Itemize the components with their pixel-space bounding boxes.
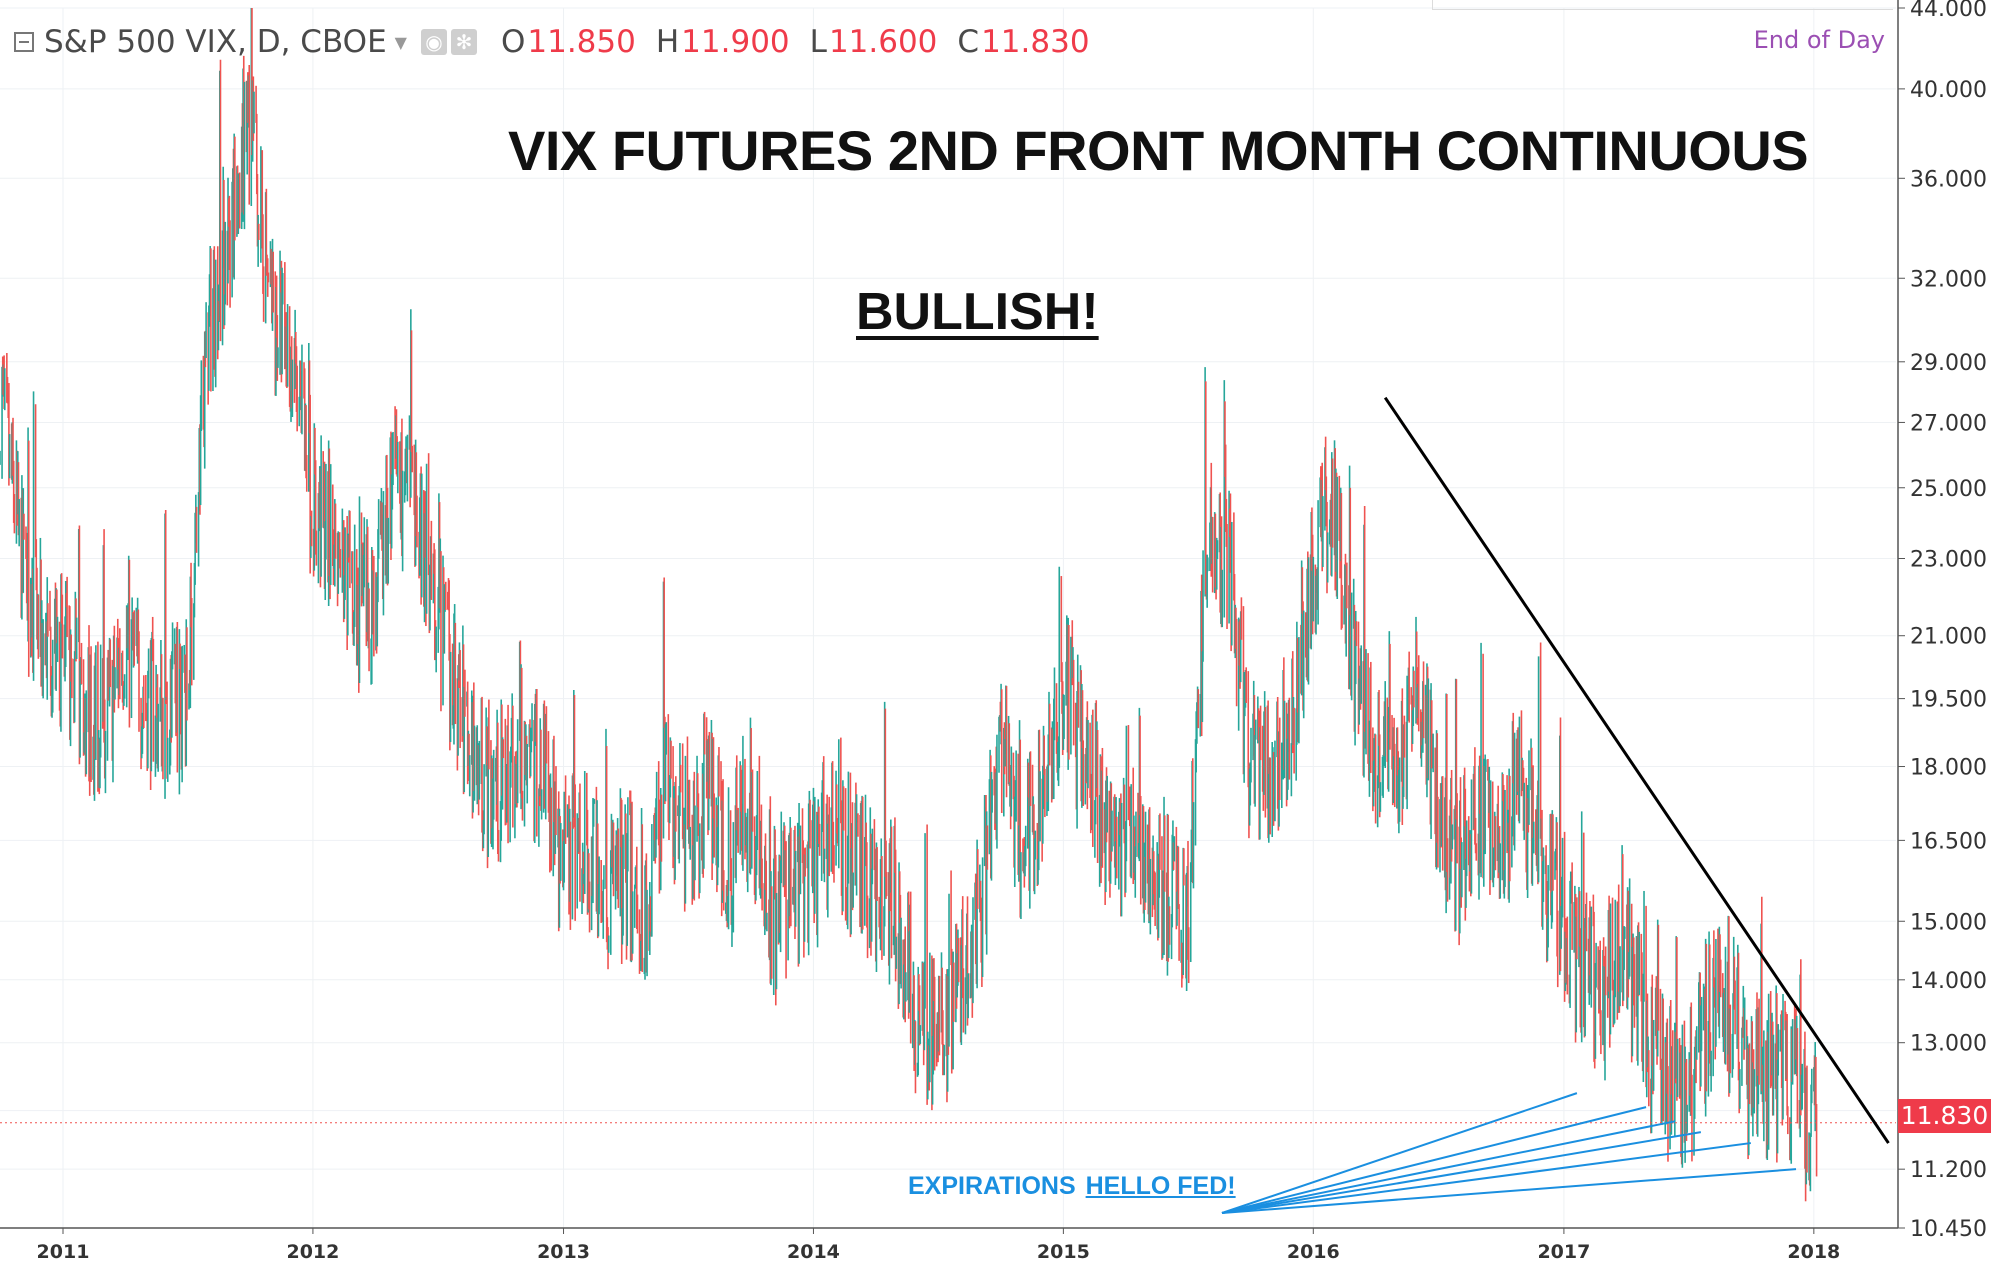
trend-line[interactable]	[1383, 396, 1890, 1144]
chart-headline: VIX FUTURES 2ND FRONT MONTH CONTINUOUS	[508, 119, 1809, 182]
bullish-annotation: BULLISH!	[856, 283, 1099, 341]
price-tick-label: 15.000	[1910, 910, 1987, 935]
expiration-fan-line[interactable]	[1221, 1168, 1797, 1214]
time-tick-label: 2011	[37, 1241, 90, 1263]
gear-icon[interactable]: ✻	[450, 29, 477, 55]
high-label: H	[655, 24, 680, 60]
chevron-down-icon[interactable]: ▼	[394, 32, 407, 52]
top-toolbar-strip	[1432, 0, 1893, 10]
high-value: 11.900	[681, 24, 790, 60]
open-label: O	[500, 24, 526, 60]
price-tick-label: 11.200	[1910, 1158, 1987, 1183]
close-label: C	[957, 24, 980, 60]
price-tick-label: 10.450	[1910, 1217, 1987, 1242]
price-tick-label: 44.000	[1910, 0, 1987, 22]
price-tick-label: 16.500	[1910, 829, 1987, 854]
last-price-tag: 11.830	[1898, 1099, 1991, 1133]
time-tick-label: 2018	[1787, 1241, 1840, 1263]
price-tick-label: 13.000	[1910, 1032, 1987, 1057]
time-axis[interactable]	[0, 1228, 1898, 1267]
time-tick-label: 2013	[537, 1241, 590, 1263]
expirations-annotation: EXPIRATIONS HELLO FED!	[908, 1172, 1236, 1201]
symbol-label[interactable]: S&P 500 VIX, D, CBOE	[44, 24, 387, 60]
price-tick-label: 21.000	[1910, 625, 1987, 650]
price-tick-label: 36.000	[1910, 167, 1987, 192]
expiration-fan-line[interactable]	[1221, 1120, 1676, 1214]
expiration-fan-line[interactable]	[1221, 1092, 1578, 1214]
end-of-day-label: End of Day	[1753, 26, 1885, 54]
expirations-label: EXPIRATIONS	[908, 1172, 1076, 1200]
price-tick-label: 27.000	[1910, 411, 1987, 436]
hello-fed-link[interactable]: HELLO FED!	[1085, 1172, 1236, 1200]
price-tick-label: 18.000	[1910, 756, 1987, 781]
chart-legend: S&P 500 VIX, D, CBOE ▼ ◉ ✻ O 11.850 H 11.9…	[14, 22, 1090, 62]
price-tick-label: 25.000	[1910, 477, 1987, 502]
price-tick-label: 32.000	[1910, 267, 1987, 292]
time-tick-label: 2015	[1037, 1241, 1090, 1263]
price-tick-label: 23.000	[1910, 548, 1987, 573]
open-value: 11.850	[527, 24, 636, 60]
time-tick-label: 2012	[286, 1241, 339, 1263]
eye-icon[interactable]: ◉	[420, 29, 447, 55]
price-tick-label: 19.500	[1910, 688, 1987, 713]
price-tick-label: 14.000	[1910, 969, 1987, 994]
time-tick-label: 2016	[1287, 1241, 1340, 1263]
low-value: 11.600	[828, 24, 938, 60]
expiration-fan-line[interactable]	[1221, 1142, 1751, 1214]
time-tick-label: 2014	[787, 1241, 840, 1263]
price-tick-label: 40.000	[1910, 78, 1987, 103]
low-label: L	[809, 24, 827, 60]
price-tick-label: 29.000	[1910, 351, 1987, 376]
candles-group	[0, 8, 1818, 1202]
price-axis[interactable]	[1898, 0, 1991, 1267]
expiration-fan-line[interactable]	[1221, 1131, 1702, 1214]
time-tick-label: 2017	[1537, 1241, 1590, 1263]
collapse-icon[interactable]	[14, 32, 34, 52]
close-value: 11.830	[981, 24, 1090, 60]
expiration-fan-line[interactable]	[1221, 1106, 1647, 1214]
